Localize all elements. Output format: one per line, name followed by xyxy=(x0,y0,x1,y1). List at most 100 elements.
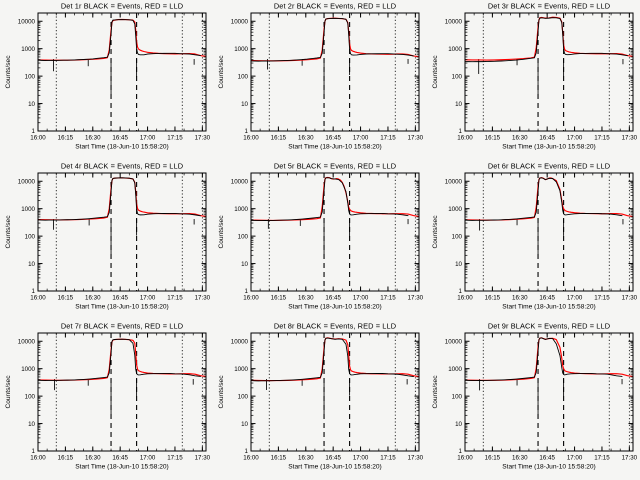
x-tick-label: 16:45 xyxy=(112,135,128,142)
y-tick-label: 10000 xyxy=(444,18,462,25)
plot-panel-det7r: Det 7r BLACK = Events, RED = LLD 1 10 100 10… xyxy=(0,320,213,480)
series-events xyxy=(38,19,201,61)
x-tick-label: 16:45 xyxy=(326,455,342,462)
x-tick-label: 16:00 xyxy=(244,295,260,302)
x-axis-label: Start Time (18-Jun-10 15:58:20) xyxy=(502,144,595,151)
y-axis-label: Counts/sec xyxy=(432,55,439,89)
x-axis-label: Start Time (18-Jun-10 15:58:20) xyxy=(289,304,382,311)
y-tick-label: 100 xyxy=(238,73,249,80)
y-tick-label: 1000 xyxy=(21,206,35,213)
x-tick-label: 17:30 xyxy=(621,135,637,142)
y-tick-label: 10000 xyxy=(231,338,249,345)
plot-panel-det2r: Det 2r BLACK = Events, RED = LLD 1 10 100 10… xyxy=(213,0,427,160)
panel-title: Det 4r BLACK = Events, RED = LLD xyxy=(61,162,183,171)
x-axis-label: Start Time (18-Jun-10 15:58:20) xyxy=(502,464,595,471)
y-tick-label: 100 xyxy=(25,73,36,80)
y-axis-label: Counts/sec xyxy=(432,375,439,409)
plot-frame xyxy=(464,332,634,452)
x-tick-label: 17:30 xyxy=(408,455,424,462)
x-axis-label: Start Time (18-Jun-10 15:58:20) xyxy=(502,304,595,311)
x-tick-label: 16:30 xyxy=(85,135,101,142)
x-tick-label: 16:45 xyxy=(539,455,555,462)
x-tick-label: 16:30 xyxy=(512,135,528,142)
panel-title: Det 3r BLACK = Events, RED = LLD xyxy=(487,2,609,11)
y-tick-label: 10 xyxy=(241,261,248,268)
x-tick-label: 16:00 xyxy=(244,135,260,142)
x-tick-label: 17:15 xyxy=(167,135,183,142)
y-tick-label: 1000 xyxy=(448,206,462,213)
panel-title: Det 9r BLACK = Events, RED = LLD xyxy=(487,322,609,331)
x-tick-label: 16:45 xyxy=(112,295,128,302)
plot-frame xyxy=(250,172,420,292)
series-events xyxy=(464,17,628,63)
x-tick-label: 16:15 xyxy=(271,455,287,462)
x-tick-label: 17:15 xyxy=(167,455,183,462)
y-tick-label: 1000 xyxy=(448,46,462,53)
x-tick-label: 16:00 xyxy=(457,455,473,462)
x-tick-label: 16:30 xyxy=(298,295,314,302)
x-tick-label: 17:00 xyxy=(566,295,582,302)
y-tick-label: 1000 xyxy=(235,206,249,213)
x-tick-label: 16:45 xyxy=(326,135,342,142)
y-tick-label: 1 xyxy=(32,448,36,455)
plot-panel-det4r: Det 4r BLACK = Events, RED = LLD 1 10 100 10… xyxy=(0,160,213,320)
panel-title: Det 8r BLACK = Events, RED = LLD xyxy=(274,322,396,331)
x-tick-label: 16:45 xyxy=(539,295,555,302)
x-tick-label: 17:15 xyxy=(381,455,397,462)
x-tick-label: 16:15 xyxy=(271,295,287,302)
y-axis-label: Counts/sec xyxy=(218,375,225,409)
x-tick-label: 17:30 xyxy=(195,135,211,142)
x-tick-label: 16:45 xyxy=(539,135,555,142)
x-tick-label: 16:00 xyxy=(457,135,473,142)
plot-frame xyxy=(37,12,207,132)
plot-panel-det5r: Det 5r BLACK = Events, RED = LLD 1 10 100 10… xyxy=(213,160,427,320)
y-axis-label: Counts/sec xyxy=(5,55,12,89)
y-tick-label: 1 xyxy=(32,288,36,295)
y-tick-label: 1000 xyxy=(21,366,35,373)
series-events xyxy=(38,177,201,221)
y-tick-label: 100 xyxy=(25,233,36,240)
plot-frame xyxy=(37,332,207,452)
panel-title: Det 2r BLACK = Events, RED = LLD xyxy=(274,2,396,11)
x-tick-label: 16:15 xyxy=(271,135,287,142)
y-tick-label: 1000 xyxy=(235,366,249,373)
x-tick-label: 17:15 xyxy=(381,135,397,142)
x-tick-label: 17:30 xyxy=(621,455,637,462)
x-tick-label: 17:15 xyxy=(594,455,610,462)
x-tick-label: 16:15 xyxy=(58,295,74,302)
x-tick-label: 16:15 xyxy=(58,135,74,142)
y-axis-label: Counts/sec xyxy=(218,215,225,249)
plot-panel-det3r: Det 3r BLACK = Events, RED = LLD 1 10 100 10… xyxy=(426,0,640,160)
y-tick-label: 10 xyxy=(28,261,35,268)
plot-frame xyxy=(464,172,634,292)
x-tick-label: 17:00 xyxy=(353,455,369,462)
y-axis-label: Counts/sec xyxy=(5,375,12,409)
x-tick-label: 17:15 xyxy=(167,295,183,302)
y-tick-label: 100 xyxy=(451,393,462,400)
panel-title: Det 5r BLACK = Events, RED = LLD xyxy=(274,162,396,171)
x-axis-label: Start Time (18-Jun-10 15:58:20) xyxy=(289,464,382,471)
plot-frame xyxy=(250,332,420,452)
x-axis-label: Start Time (18-Jun-10 15:58:20) xyxy=(75,464,168,471)
x-tick-label: 16:15 xyxy=(484,455,500,462)
x-tick-label: 16:30 xyxy=(85,295,101,302)
x-tick-label: 17:00 xyxy=(140,135,156,142)
series-events xyxy=(38,338,201,381)
x-tick-label: 16:30 xyxy=(512,455,528,462)
y-tick-label: 10 xyxy=(241,421,248,428)
x-tick-label: 16:00 xyxy=(30,295,46,302)
plot-panel-det6r: Det 6r BLACK = Events, RED = LLD 1 10 100 10… xyxy=(426,160,640,320)
x-tick-label: 17:00 xyxy=(353,295,369,302)
y-tick-label: 1 xyxy=(458,128,462,135)
x-tick-label: 17:30 xyxy=(195,295,211,302)
x-tick-label: 16:15 xyxy=(484,295,500,302)
series-events xyxy=(251,17,415,62)
series-events xyxy=(251,177,409,222)
plot-panel-det9r: Det 9r BLACK = Events, RED = LLD 1 10 100 10… xyxy=(426,320,640,480)
series-events xyxy=(464,337,623,382)
y-tick-label: 100 xyxy=(25,393,36,400)
x-axis-label: Start Time (18-Jun-10 15:58:20) xyxy=(289,144,382,151)
x-tick-label: 17:30 xyxy=(621,295,637,302)
y-tick-label: 10 xyxy=(28,101,35,108)
x-tick-label: 16:45 xyxy=(326,295,342,302)
